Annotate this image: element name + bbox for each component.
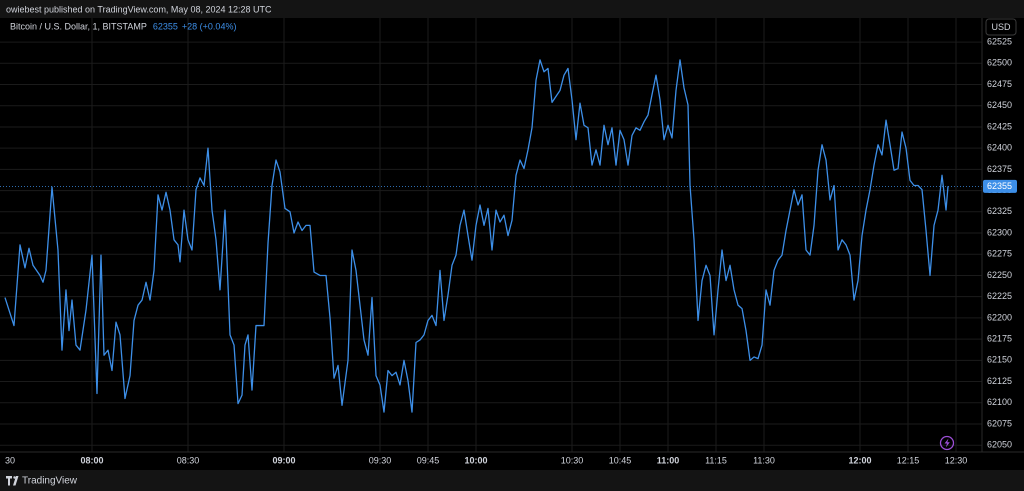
y-tick-label: 62200 [987, 312, 1012, 322]
y-tick-label: 62375 [987, 164, 1012, 174]
y-tick-label: 62075 [987, 418, 1012, 428]
y-tick-label: 62175 [987, 333, 1012, 343]
y-tick-label: 62300 [987, 227, 1012, 237]
price-axis: 62050 62075 62100 62125 62150 62175 62200 62225… [983, 36, 1017, 450]
currency-button[interactable] [985, 18, 1017, 36]
footer-logo [6, 476, 19, 486]
x-tick-label: 12:30 [945, 455, 968, 465]
x-tick-label: 30 [5, 455, 15, 465]
y-tick-label: 62250 [987, 270, 1012, 280]
lightning-icon[interactable] [939, 435, 955, 451]
footer-bar [0, 470, 1024, 491]
x-tick-label: 08:00 [80, 455, 103, 465]
y-tick-label: 62125 [987, 376, 1012, 386]
x-tick-label: 09:30 [369, 455, 392, 465]
y-tick-label: 62150 [987, 355, 1012, 365]
plot [0, 59, 982, 413]
grid [0, 18, 982, 452]
time-axis: 30 08:00 08:30 09:00 09:30 09:45 10:00 10:30 10:… [5, 455, 967, 465]
x-tick-label: 08:30 [177, 455, 200, 465]
legend-last-price: 62355 [153, 21, 178, 31]
published-note: owiebest published on TradingView.com, M… [6, 4, 272, 14]
last-price-box [983, 179, 1017, 193]
header-bar [0, 0, 1024, 18]
currency-label[interactable]: USD [991, 22, 1011, 32]
x-tick-label: 11:00 [657, 455, 680, 465]
x-tick-label: 12:15 [897, 455, 920, 465]
y-tick-label: 62225 [987, 291, 1012, 301]
y-tick-label: 62500 [987, 58, 1012, 68]
x-tick-label: 11:15 [705, 455, 727, 465]
x-tick-label: 10:45 [609, 455, 632, 465]
x-tick-label: 10:30 [561, 455, 584, 465]
symbol-title: Bitcoin / U.S. Dollar, 1, BITSTAMP [10, 21, 147, 31]
y-tick-label: 62100 [987, 397, 1012, 407]
x-tick-label: 10:00 [464, 455, 487, 465]
last-price-label: 62355 [987, 181, 1012, 191]
x-tick-label: 09:45 [417, 455, 440, 465]
y-tick-label: 62050 [987, 440, 1012, 450]
y-tick-label: 62425 [987, 121, 1012, 131]
footer-brand: TradingView [22, 476, 78, 487]
x-tick-label: 09:00 [272, 455, 295, 465]
price-line [4, 59, 949, 413]
y-tick-label: 62525 [987, 36, 1012, 46]
legend-change: +28 (+0.04%) [182, 21, 237, 31]
x-tick-label: 11:30 [753, 455, 775, 465]
x-tick-label: 12:00 [848, 455, 871, 465]
y-tick-label: 62450 [987, 100, 1012, 110]
y-tick-label: 62275 [987, 249, 1012, 259]
y-tick-label: 62325 [987, 206, 1012, 216]
y-tick-label: 62400 [987, 143, 1012, 153]
y-tick-label: 62475 [987, 79, 1012, 89]
